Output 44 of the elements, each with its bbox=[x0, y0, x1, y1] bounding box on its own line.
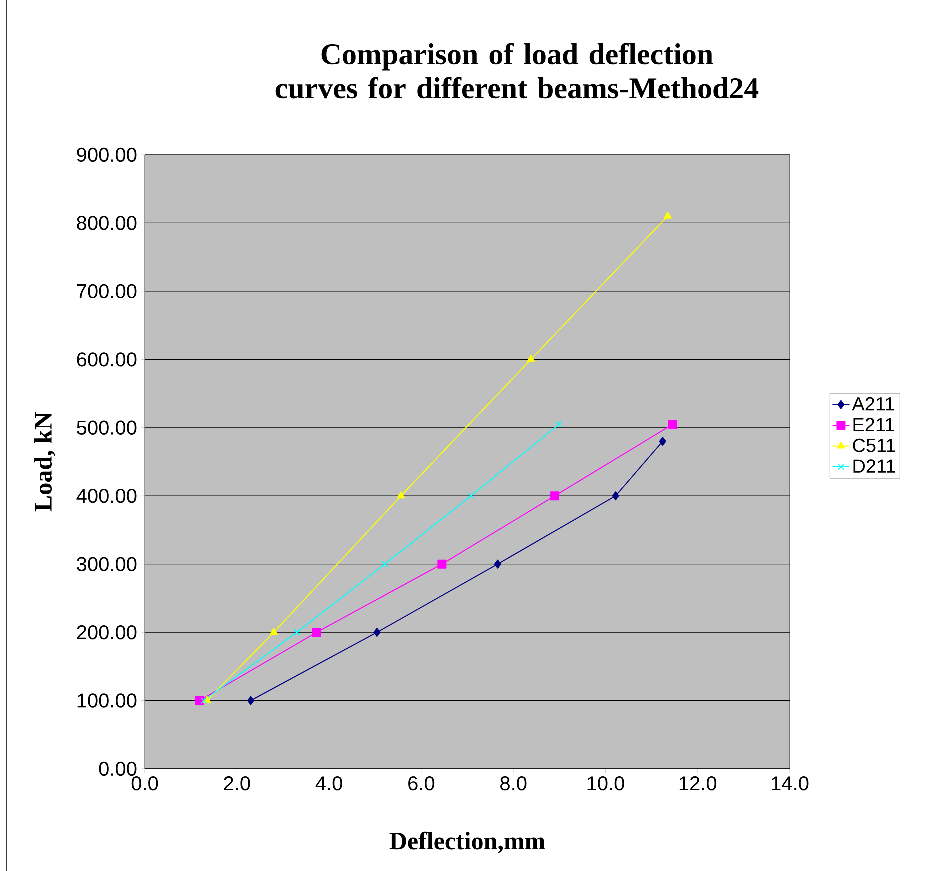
y-tick-label: 600.00 bbox=[77, 352, 137, 367]
y-tick-label: 300.00 bbox=[77, 557, 137, 572]
legend-label: A211 bbox=[852, 397, 894, 411]
y-tick-label: 400.00 bbox=[76, 489, 137, 504]
x-tick-label: 0.0 bbox=[132, 776, 158, 791]
x-tick-label: 4.0 bbox=[316, 776, 342, 791]
point bbox=[397, 492, 406, 499]
legend-label: C511 bbox=[853, 438, 896, 452]
x-tick-label: 6.0 bbox=[408, 776, 435, 791]
x-tick-label: 2.0 bbox=[224, 776, 250, 791]
point bbox=[668, 420, 678, 429]
y-tick-label: 500.00 bbox=[77, 420, 137, 435]
point bbox=[200, 697, 208, 704]
point bbox=[468, 492, 475, 500]
point bbox=[382, 560, 388, 568]
y-axis-title: Load, kN bbox=[34, 412, 56, 512]
x-tick-label: 8.0 bbox=[500, 776, 527, 791]
point bbox=[550, 492, 560, 501]
point bbox=[195, 696, 204, 706]
point bbox=[664, 212, 672, 219]
point bbox=[494, 560, 502, 569]
y-tick-label: 200.00 bbox=[77, 625, 137, 640]
point bbox=[294, 629, 300, 636]
x-axis-title: Deflection,mm bbox=[390, 832, 546, 854]
legend-label: D211 bbox=[854, 460, 896, 473]
y-tick-label: 800.00 bbox=[77, 216, 137, 230]
y-tick-label: 0.00 bbox=[99, 762, 137, 776]
point bbox=[659, 437, 666, 446]
point bbox=[527, 355, 536, 362]
chart-title: Comparison of load deflection curves for different beams-Method24 bbox=[276, 43, 759, 99]
point bbox=[247, 696, 254, 706]
legend-label: E211 bbox=[854, 418, 894, 432]
point bbox=[374, 628, 381, 638]
x-tick-label: 12.0 bbox=[680, 776, 717, 791]
y-tick-label: 700.00 bbox=[77, 284, 137, 299]
point bbox=[612, 492, 620, 501]
y-tick-label: 900.00 bbox=[77, 148, 137, 162]
point bbox=[438, 560, 447, 569]
x-tick-label: 14.0 bbox=[772, 776, 809, 791]
point bbox=[312, 628, 322, 638]
point bbox=[270, 628, 278, 636]
y-tick-label: 100.00 bbox=[78, 694, 137, 708]
x-tick-label: 10.0 bbox=[588, 776, 624, 791]
point bbox=[556, 421, 563, 428]
